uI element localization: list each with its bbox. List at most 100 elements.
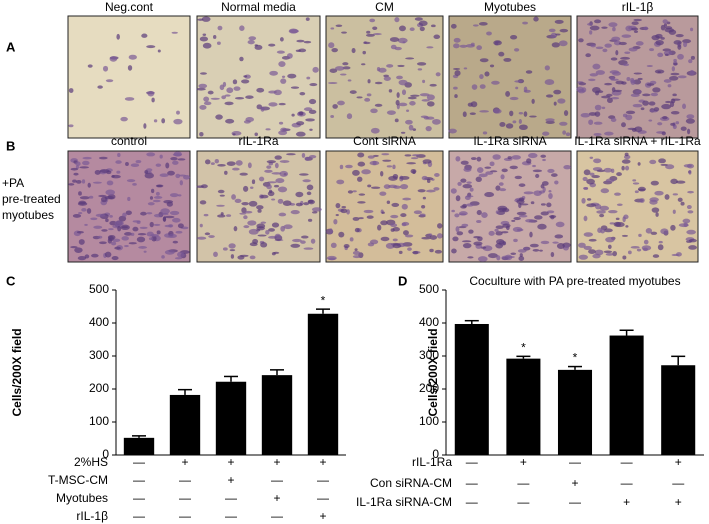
cell bbox=[403, 230, 409, 236]
cell bbox=[273, 251, 280, 254]
cell bbox=[632, 182, 640, 185]
cell bbox=[155, 163, 162, 167]
cell bbox=[649, 159, 657, 165]
cell bbox=[108, 228, 114, 231]
cell bbox=[274, 162, 279, 169]
cell bbox=[516, 211, 527, 216]
cell bbox=[140, 211, 147, 216]
cell bbox=[469, 187, 474, 192]
cell bbox=[589, 30, 593, 35]
cell bbox=[241, 201, 249, 206]
cell bbox=[546, 202, 552, 208]
cell bbox=[380, 220, 388, 226]
cell bbox=[286, 53, 293, 59]
cell bbox=[513, 238, 518, 243]
cell bbox=[101, 229, 108, 232]
cell bbox=[151, 97, 155, 103]
cell bbox=[518, 255, 525, 261]
cell bbox=[82, 156, 92, 160]
cell bbox=[605, 178, 615, 183]
cell bbox=[455, 226, 460, 233]
cell bbox=[453, 43, 460, 49]
cell bbox=[367, 79, 371, 84]
cell bbox=[68, 88, 74, 94]
cell bbox=[268, 102, 278, 107]
condition-name: IL-1Ra siRNA-CM bbox=[356, 495, 452, 509]
cell bbox=[670, 122, 676, 126]
cell bbox=[179, 180, 183, 186]
cell bbox=[580, 112, 591, 118]
cell bbox=[176, 110, 180, 115]
cell bbox=[417, 189, 426, 193]
cell bbox=[169, 193, 179, 198]
cell bbox=[463, 67, 468, 70]
condition-sign: + bbox=[227, 455, 234, 469]
cell bbox=[352, 250, 361, 255]
cell bbox=[273, 184, 280, 188]
cell bbox=[405, 119, 413, 125]
cell bbox=[688, 245, 698, 250]
cell bbox=[475, 176, 482, 183]
cell bbox=[554, 234, 564, 239]
cell bbox=[419, 93, 430, 97]
cell bbox=[548, 192, 553, 199]
cell bbox=[608, 22, 618, 28]
cell bbox=[651, 207, 660, 213]
cell bbox=[609, 70, 620, 74]
cell bbox=[273, 89, 282, 96]
cell bbox=[605, 236, 615, 243]
cell bbox=[669, 75, 679, 81]
cell bbox=[357, 201, 366, 204]
cell bbox=[112, 238, 121, 243]
cell bbox=[121, 226, 129, 229]
cell bbox=[660, 24, 666, 31]
cell bbox=[489, 161, 495, 167]
cell bbox=[308, 154, 317, 159]
y-tick-label: 500 bbox=[89, 282, 109, 296]
cell bbox=[653, 107, 660, 112]
cell bbox=[111, 256, 119, 261]
cell bbox=[171, 31, 178, 34]
cell bbox=[586, 178, 595, 185]
cell bbox=[226, 87, 234, 94]
cell bbox=[278, 130, 288, 136]
cell bbox=[405, 57, 415, 60]
cell bbox=[228, 243, 236, 249]
cell bbox=[595, 46, 604, 50]
cell bbox=[153, 213, 163, 218]
cell bbox=[216, 41, 221, 45]
cell bbox=[198, 83, 208, 89]
cell bbox=[631, 27, 639, 31]
condition-sign: — bbox=[317, 491, 329, 505]
cell bbox=[496, 239, 505, 245]
cell bbox=[94, 169, 101, 175]
cell bbox=[588, 112, 597, 116]
cell bbox=[369, 160, 380, 166]
cell bbox=[680, 126, 687, 131]
micrograph bbox=[325, 15, 444, 139]
cell bbox=[601, 106, 606, 110]
cell bbox=[635, 90, 642, 93]
cell bbox=[663, 23, 668, 27]
cell bbox=[631, 21, 639, 26]
cell bbox=[578, 254, 588, 260]
cell bbox=[173, 118, 183, 125]
cell bbox=[341, 206, 347, 209]
cell bbox=[130, 163, 140, 168]
side-label: pre-treated bbox=[2, 192, 61, 206]
cell bbox=[498, 182, 504, 186]
cell bbox=[625, 165, 630, 171]
cell bbox=[217, 214, 226, 218]
cell bbox=[665, 164, 675, 170]
cell bbox=[470, 157, 477, 160]
cell bbox=[125, 210, 132, 216]
cell bbox=[107, 238, 113, 244]
cell bbox=[537, 223, 547, 230]
condition-sign: + bbox=[181, 455, 188, 469]
cell bbox=[553, 89, 562, 95]
cell bbox=[97, 85, 103, 89]
cell bbox=[229, 249, 236, 252]
cell bbox=[583, 245, 592, 250]
cell bbox=[279, 170, 289, 177]
